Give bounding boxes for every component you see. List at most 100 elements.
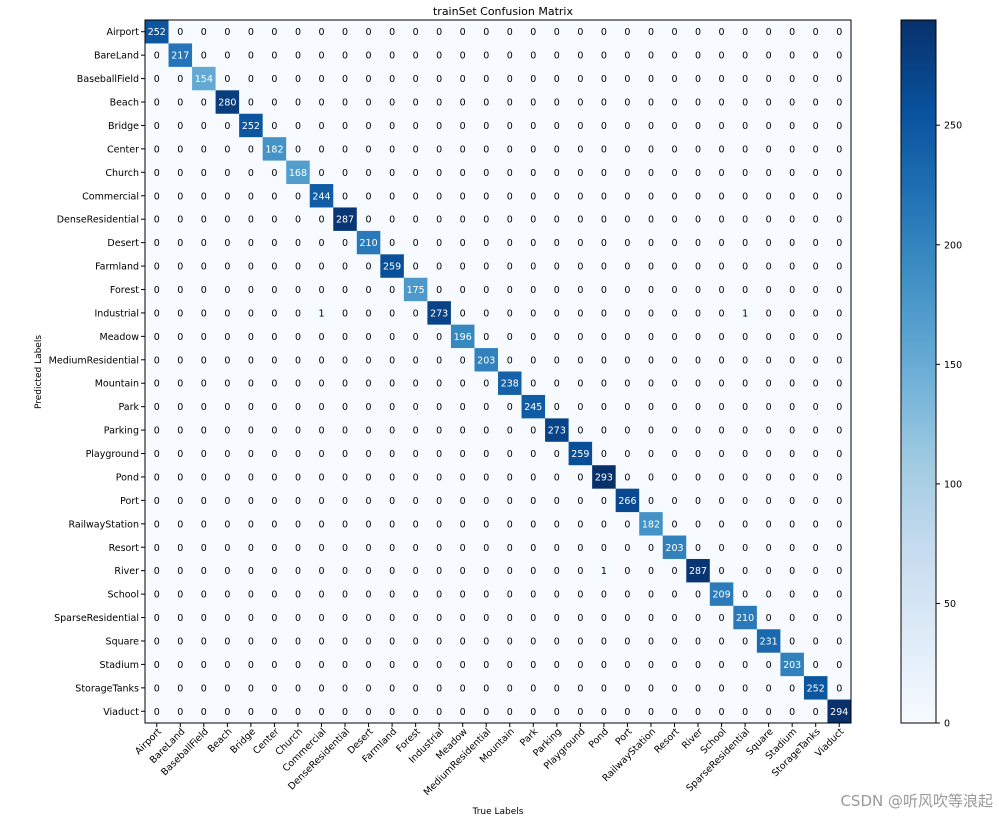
heatmap-cell <box>615 605 640 630</box>
heatmap-cell <box>168 277 193 302</box>
heatmap-cell <box>168 230 193 255</box>
y-tick-label: Desert <box>107 238 139 249</box>
cell-value-label: 0 <box>719 98 725 109</box>
heatmap-cell <box>615 465 640 490</box>
heatmap-cell <box>427 512 452 536</box>
cell-value-label: 0 <box>483 472 489 483</box>
heatmap-cell <box>592 535 617 560</box>
cell-value-label: 0 <box>413 496 419 507</box>
cell-value-label: 0 <box>248 285 254 296</box>
heatmap-cell <box>615 558 640 583</box>
y-tick-label: Airport <box>106 27 139 38</box>
heatmap-cell <box>403 394 428 419</box>
cell-value-label: 0 <box>342 472 348 483</box>
heatmap-cell <box>686 90 711 115</box>
heatmap-cell <box>450 348 475 372</box>
heatmap-cell <box>192 441 216 466</box>
cell-value-label: 0 <box>601 98 607 109</box>
cell-value-label: 0 <box>295 707 301 718</box>
heatmap-cell <box>733 512 758 536</box>
heatmap-cell <box>615 20 640 44</box>
heatmap-cell <box>450 535 475 560</box>
heatmap-cell <box>239 207 264 232</box>
heatmap-cell <box>145 371 169 396</box>
heatmap-cell <box>145 254 169 279</box>
heatmap-cell <box>450 324 475 349</box>
cell-value-label: 0 <box>624 121 630 132</box>
cell-value-label: 0 <box>224 121 230 132</box>
heatmap-cell <box>168 113 193 138</box>
heatmap-cell <box>686 605 711 630</box>
cell-value-label: 0 <box>813 308 819 319</box>
colorbar-tick-label: 150 <box>944 360 962 371</box>
heatmap-cell <box>709 676 734 700</box>
heatmap-cell <box>545 324 569 349</box>
heatmap-cell <box>568 301 593 326</box>
cell-value-label: 0 <box>342 121 348 132</box>
cell-value-label: 0 <box>318 472 324 483</box>
heatmap-cell <box>309 20 334 44</box>
cell-value-label: 0 <box>624 472 630 483</box>
cell-value-label: 0 <box>766 215 772 226</box>
heatmap-cell <box>498 160 522 185</box>
heatmap-cell <box>686 676 711 700</box>
heatmap-cell <box>356 207 381 232</box>
heatmap-cell <box>380 676 405 700</box>
cell-value-label: 0 <box>813 191 819 202</box>
heatmap-cell <box>239 90 264 115</box>
heatmap-cell <box>498 254 522 279</box>
cell-value-label: 0 <box>577 191 583 202</box>
heatmap-cell <box>780 371 805 396</box>
cell-value-label: 0 <box>342 707 348 718</box>
heatmap-cell <box>639 371 664 396</box>
cell-value-label: 0 <box>177 449 183 460</box>
heatmap-cell <box>215 113 240 138</box>
heatmap-cell <box>215 488 240 513</box>
heatmap-cell <box>686 277 711 302</box>
cell-value-label: 0 <box>460 238 466 249</box>
heatmap-cell <box>403 418 428 443</box>
cell-value-label: 0 <box>295 519 301 530</box>
heatmap-cell <box>168 488 193 513</box>
heatmap-cell <box>521 558 546 583</box>
heatmap-cell <box>239 20 264 44</box>
cell-value-label: 0 <box>295 426 301 437</box>
cell-value-label: 266 <box>618 496 636 507</box>
heatmap-cell <box>709 699 734 724</box>
heatmap-cell <box>756 207 781 232</box>
cell-value-label: 0 <box>248 332 254 343</box>
cell-value-label: 0 <box>366 332 372 343</box>
cell-value-label: 0 <box>813 168 819 179</box>
heatmap-cell <box>521 488 546 513</box>
cell-value-label: 0 <box>577 215 583 226</box>
heatmap-cell <box>450 465 475 490</box>
cell-value-label: 0 <box>295 543 301 554</box>
cell-value-label: 0 <box>318 636 324 647</box>
cell-value-label: 0 <box>483 519 489 530</box>
cell-value-label: 0 <box>766 379 772 390</box>
cell-value-label: 0 <box>224 168 230 179</box>
y-tick-label: SparseResidential <box>54 613 139 624</box>
cell-value-label: 0 <box>530 74 536 85</box>
cell-value-label: 0 <box>413 308 419 319</box>
heatmap-cell <box>192 371 216 396</box>
cell-value-label: 0 <box>648 426 654 437</box>
heatmap-cell <box>168 535 193 560</box>
heatmap-cell <box>803 301 828 326</box>
heatmap-cell <box>286 394 311 419</box>
heatmap-cell <box>474 488 499 513</box>
heatmap-cell <box>827 90 852 115</box>
cell-value-label: 0 <box>460 590 466 601</box>
cell-value-label: 0 <box>248 707 254 718</box>
heatmap-cell <box>803 184 828 208</box>
cell-value-label: 0 <box>460 285 466 296</box>
cell-value-label: 0 <box>248 543 254 554</box>
heatmap-cell <box>286 137 311 161</box>
cell-value-label: 0 <box>601 636 607 647</box>
cell-value-label: 0 <box>671 51 677 62</box>
cell-value-label: 0 <box>201 707 207 718</box>
heatmap-cell <box>615 207 640 232</box>
cell-value-label: 0 <box>436 449 442 460</box>
heatmap-cell <box>780 512 805 536</box>
heatmap-cell <box>780 43 805 68</box>
